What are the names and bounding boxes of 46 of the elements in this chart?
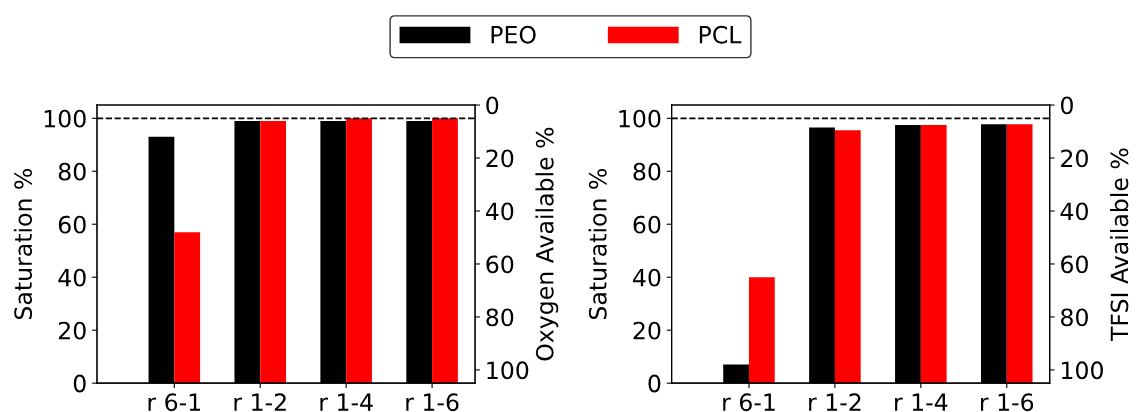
legend-label: PCL xyxy=(699,25,742,44)
y2-tick-label: 20 xyxy=(1061,149,1088,168)
x-tick-label: r 1-4 xyxy=(895,393,948,411)
bar xyxy=(748,277,775,384)
y2-tick-label: 20 xyxy=(486,149,514,168)
y-tick-label: 60 xyxy=(633,215,661,234)
x-tick-label: r 1-4 xyxy=(320,393,373,411)
y2-tick-label: 0 xyxy=(1061,96,1073,115)
y-tick-label: 0 xyxy=(648,374,661,393)
y2-tick-label: 80 xyxy=(1061,308,1088,327)
bar xyxy=(920,124,947,384)
y-tick-label: 80 xyxy=(58,162,86,181)
y-tick-label: 20 xyxy=(633,321,661,340)
y-tick-label: 60 xyxy=(58,215,86,234)
y-tick-label: 40 xyxy=(633,268,661,287)
y2-tick-label: 80 xyxy=(486,308,514,327)
y-tick-label: 100 xyxy=(619,109,661,128)
bar xyxy=(432,118,458,384)
y-tick-label: 20 xyxy=(58,321,86,340)
y2-axis-title: Oxygen Available % xyxy=(535,127,559,361)
y2-tick-label: 40 xyxy=(485,202,514,221)
y-axis-title: Saturation % xyxy=(588,168,607,320)
y-tick-label: 40 xyxy=(58,268,86,287)
y-tick-label: 80 xyxy=(633,162,661,181)
y-tick-label: 100 xyxy=(44,109,86,128)
legend-label: PEO xyxy=(491,25,536,44)
x-tick-label: r 6-1 xyxy=(148,393,201,412)
y2-axis-title: TFSI Available % xyxy=(1110,148,1129,342)
bar xyxy=(1006,124,1033,384)
x-tick-label: r 1-6 xyxy=(981,393,1034,412)
y2-tick-label: 100 xyxy=(1062,361,1103,380)
y-axis-title: Saturation % xyxy=(13,168,33,320)
bar xyxy=(346,118,372,384)
y2-tick-label: 60 xyxy=(486,255,514,274)
bar xyxy=(260,120,287,384)
bar xyxy=(174,232,201,384)
x-tick-label: r 1-2 xyxy=(809,393,861,411)
y2-tick-label: 0 xyxy=(486,96,499,115)
bar xyxy=(834,130,861,384)
y2-tick-label: 40 xyxy=(1060,202,1088,221)
y2-tick-label: 100 xyxy=(487,361,529,380)
x-tick-label: r 6-1 xyxy=(723,393,775,412)
y2-tick-label: 60 xyxy=(1061,255,1088,274)
y-tick-label: 0 xyxy=(73,374,86,393)
x-tick-label: r 1-2 xyxy=(234,393,286,411)
x-tick-label: r 1-6 xyxy=(406,393,459,412)
